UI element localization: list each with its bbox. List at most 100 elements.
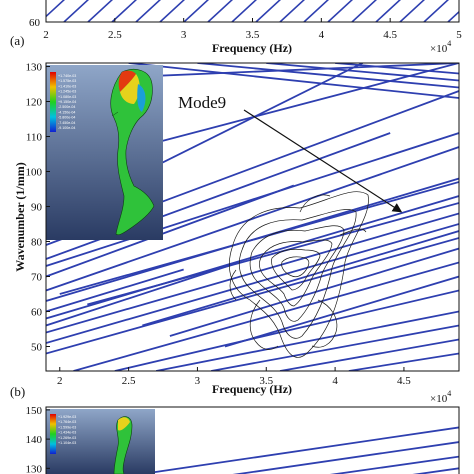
panel-a-xtick-label-3: 3.5 [246, 29, 260, 41]
panel-b-xlabel: Frequency (Hz) [212, 382, 292, 396]
panel-a-xtick-label-4: 4 [319, 29, 325, 41]
panel-a-xticks: 2 2.5 3 3.5 4 4.5 5 [43, 18, 462, 41]
panel-c-frame [45, 406, 460, 474]
panel-a-mult-exp: 4 [447, 39, 451, 48]
panel-b-xtick-label-4: 4 [332, 375, 338, 387]
fe-mesh-detail [111, 111, 119, 117]
panel-c-series-0 [135, 426, 459, 474]
inset-c-legend-entry-3: +1.434e-03 [58, 431, 76, 435]
panel-b-series-10 [46, 237, 459, 355]
panel-a-curve-10 [279, 0, 306, 22]
panel-b-series-14 [211, 324, 459, 371]
panel-c-ytick-label-2: 150 [26, 405, 43, 417]
panel-b-ytick-label-8: 130 [26, 62, 43, 74]
panel-b-series-7 [46, 195, 459, 320]
panel-b-ytick-label-5: 100 [26, 167, 43, 179]
mode9-arrow [243, 109, 403, 213]
inset-c-legend-entry-1: +1.764e-03 [58, 420, 76, 424]
inset-b-legend-entry-0: +1.740e-03 [58, 74, 76, 78]
panel-b-xtick-label-1: 2.5 [122, 375, 136, 387]
panel-b-series-21 [46, 268, 184, 313]
fe-hotspot [118, 70, 136, 92]
inset-c-legend: +1.929e-03+1.764e-03+1.599e-03 +1.434e-03… [58, 415, 76, 445]
panel-a-xtick-label-2: 3 [181, 29, 187, 41]
panel-a-curve-12 [327, 0, 354, 22]
fe-model-c-shape [113, 416, 133, 474]
inset-b-legend-entry-9: -7.450e-04 [58, 121, 75, 125]
fe-warm-region [120, 74, 140, 104]
inset-b-legend-entry-3: +1.245e-03 [58, 90, 76, 94]
panel-b-series-5 [46, 146, 459, 292]
inset-c-background [46, 409, 155, 474]
panel-b-xtick-label-2: 3 [195, 375, 201, 387]
panel-c: +1.929e-03+1.764e-03+1.599e-03 +1.434e-03… [26, 405, 460, 474]
panel-a-curve-16 [423, 0, 450, 22]
panel-a-curve-11 [303, 0, 330, 22]
inset-b-legend: +1.740e-03+1.575e-03+1.410e-03 +1.245e-03… [58, 74, 76, 130]
panel-b-xtick-label-5: 4.5 [397, 375, 411, 387]
panel-b-frame [45, 62, 460, 372]
panel-b-ytick-label-4: 90 [31, 202, 43, 214]
panel-b-series-11 [73, 261, 459, 371]
panel-a-curve-5 [159, 0, 186, 22]
inset-b-legend-entry-4: +1.080e-03 [58, 95, 76, 99]
panel-a-xtick-label-0: 2 [43, 29, 49, 41]
inset-b-legend-entry-7: -4.150e-04 [58, 110, 75, 114]
panel-b-xtick-label-3: 3.5 [259, 375, 273, 387]
inset-c-legend-entry-5: +1.104e-03 [58, 441, 76, 445]
panel-b-series-25 [59, 181, 459, 295]
inset-b-legend-entry-8: -5.800e-04 [58, 116, 75, 120]
panel-b-xtick-label-0: 2 [57, 375, 63, 387]
panel-a-x-multiplier: ×104 [430, 39, 451, 55]
panel-b-series-22 [46, 261, 240, 327]
panel-b-ytick-label-7: 120 [26, 97, 43, 109]
panel-b-series-19 [266, 63, 459, 82]
inset-b-legend-entry-10: -9.100e-04 [58, 126, 75, 130]
panel-a-curve-9 [255, 0, 282, 22]
inset-c-legend-entry-2: +1.599e-03 [58, 425, 76, 429]
panel-a-curve-2 [87, 0, 114, 22]
panel-a-ytick-60: 60 [29, 17, 41, 29]
panel-c-ytick-label-1: 140 [26, 434, 43, 446]
panel-b-ytick-label-1: 60 [31, 307, 43, 319]
panel-b-mult-exp: 4 [447, 389, 451, 398]
panel-a-xtick-label-5: 4.5 [383, 29, 397, 41]
fe-model-c-warm [118, 417, 130, 431]
panel-a-curve-0 [46, 0, 66, 18]
panel-a-curve-14 [375, 0, 402, 22]
inset-b-legend-entry-6: -2.500e-04 [58, 105, 75, 109]
panel-c-ytick-label-0: 130 [26, 463, 43, 474]
panel-a-curve-6 [183, 0, 210, 22]
panel-b-mult-base: ×10 [430, 393, 448, 405]
panel-b-yticks: 50 60 70 80 90 100 110 120 130 [26, 62, 50, 354]
inset-b-legend-entry-5: +9.150e-04 [58, 100, 76, 104]
panel-a-xlabel: Frequency (Hz) [212, 41, 292, 55]
panel-a-curve-1 [63, 0, 90, 22]
inset-b-colorscale [50, 72, 56, 132]
panel-b-ytick-label-2: 70 [31, 272, 43, 284]
inset-c-colorscale [50, 414, 56, 454]
panel-a-curve-7 [207, 0, 234, 22]
inset-c-legend-entry-0: +1.929e-03 [58, 415, 76, 419]
panel-a-mult-base: ×10 [430, 43, 448, 55]
panel-a-curve-8 [231, 0, 258, 22]
panel-a-curve-17 [447, 10, 459, 22]
panel-b-series-15 [279, 338, 459, 371]
panel-b-x-multiplier: ×104 [430, 389, 451, 405]
panel-b-ytick-label-6: 110 [26, 132, 43, 144]
panel-b-series-29 [224, 275, 459, 348]
panel-b-series-12 [114, 289, 459, 371]
fe-model-shape [110, 69, 155, 236]
panel-b-series-28 [169, 247, 459, 337]
inset-b-legend-entry-2: +1.410e-03 [58, 84, 76, 88]
panel-c-yticks: 130 140 150 [26, 405, 50, 474]
panel-b-series-23 [46, 184, 295, 278]
panel-a-xtick-label-1: 2.5 [108, 29, 122, 41]
panel-b-ytick-label-0: 50 [31, 342, 43, 354]
panel-b-series-26 [87, 202, 459, 306]
panel-b-xticks: 2 2.5 3 3.5 4 4.5 [57, 367, 411, 387]
panel-b-inset: +1.740e-03+1.575e-03+1.410e-03 +1.245e-03… [46, 65, 163, 240]
panel-c-series-3 [412, 467, 459, 474]
panel-b-ytick-label-3: 80 [31, 237, 43, 249]
